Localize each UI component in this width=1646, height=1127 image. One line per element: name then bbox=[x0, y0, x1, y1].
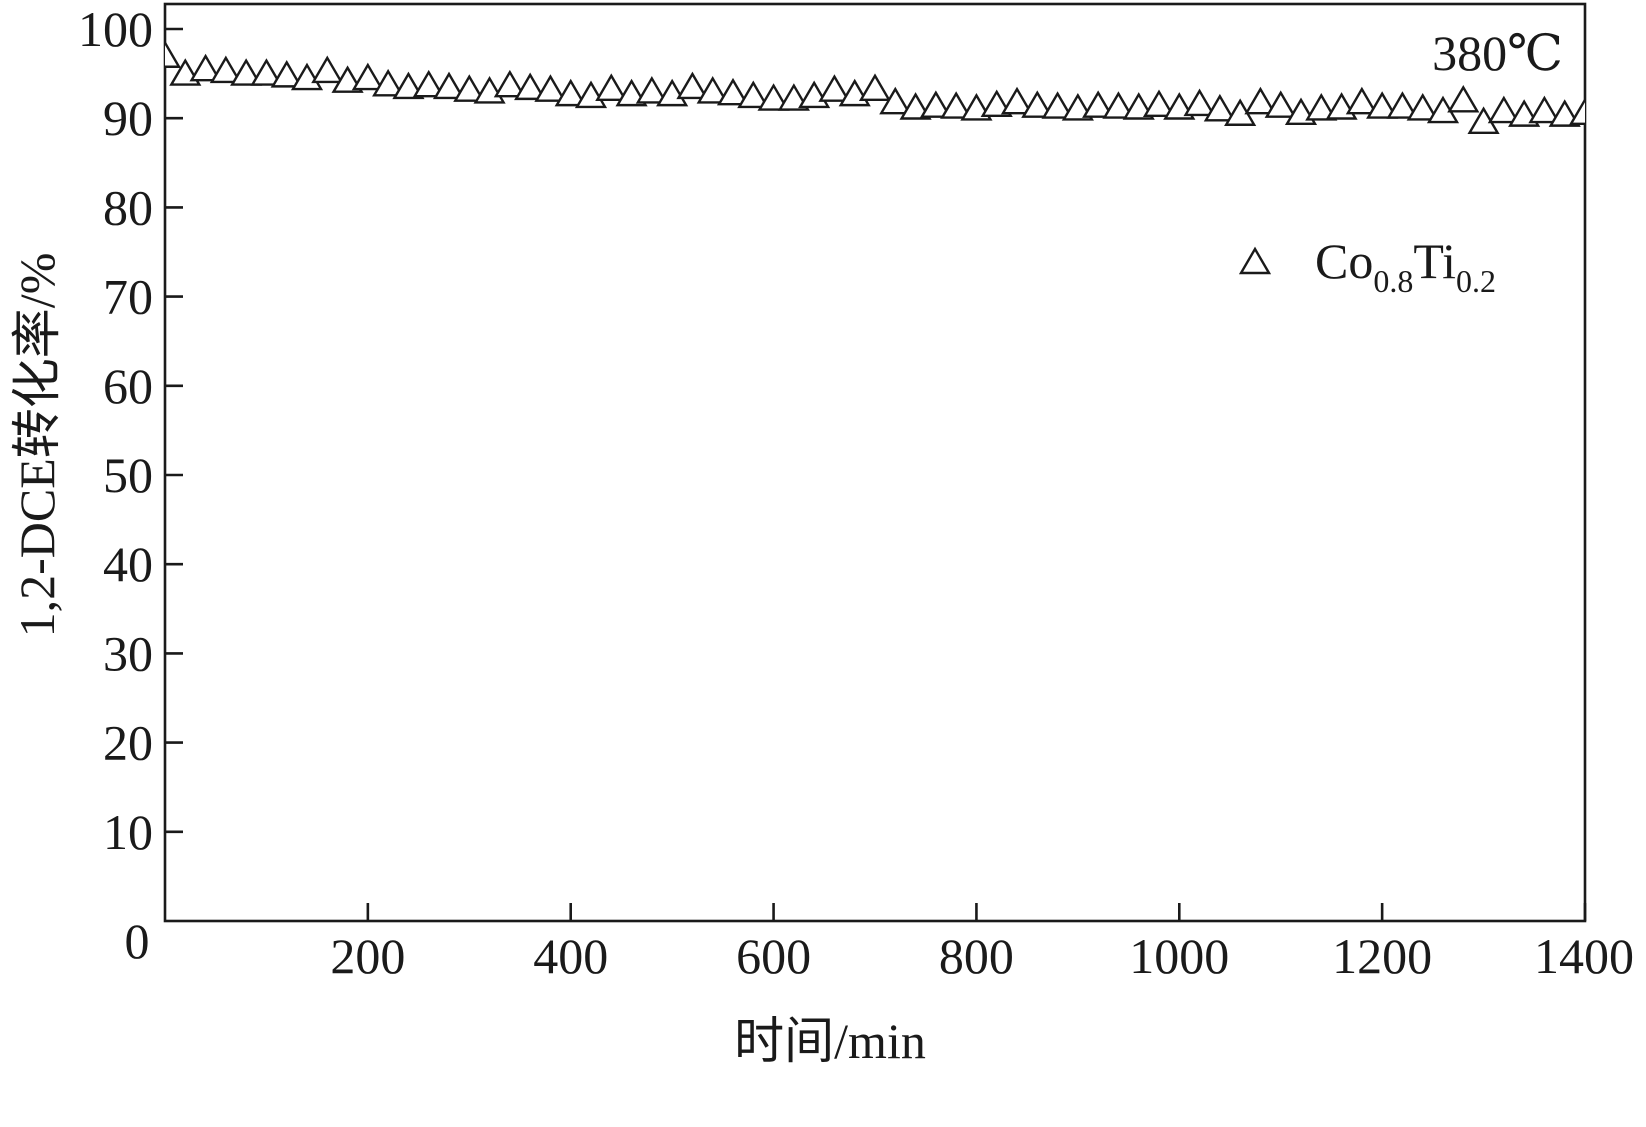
data-point bbox=[432, 71, 466, 100]
data-point bbox=[1386, 91, 1419, 119]
data-point bbox=[1000, 86, 1034, 115]
data-point bbox=[311, 55, 344, 84]
y-tick-label: 90 bbox=[103, 90, 153, 146]
data-point bbox=[1244, 86, 1277, 115]
data-point bbox=[899, 92, 932, 120]
x-tick-label: 1000 bbox=[1129, 928, 1229, 984]
x-tick-label: 800 bbox=[939, 928, 1014, 984]
data-point bbox=[554, 78, 587, 107]
data-point bbox=[165, 40, 182, 68]
data-point bbox=[493, 69, 526, 98]
data-point bbox=[1487, 95, 1520, 124]
data-point bbox=[879, 86, 912, 115]
y-axis-ticks bbox=[165, 27, 183, 834]
x-axis-tick-labels: 200 400 600 800 1000 1200 1400 bbox=[330, 928, 1634, 984]
data-point bbox=[1305, 93, 1338, 121]
data-point bbox=[270, 60, 303, 88]
data-point bbox=[716, 77, 750, 106]
data-point bbox=[676, 71, 709, 100]
annotation-temperature: 380℃ bbox=[1432, 25, 1563, 81]
data-point bbox=[1568, 97, 1585, 126]
data-point bbox=[1102, 91, 1135, 119]
data-point bbox=[818, 74, 851, 102]
data-point bbox=[1041, 91, 1074, 119]
data-point bbox=[189, 53, 222, 82]
legend: Co0.8Ti0.2 bbox=[1238, 233, 1496, 299]
y-tick-label: 20 bbox=[103, 715, 153, 771]
data-point bbox=[514, 72, 547, 101]
data-point bbox=[534, 74, 567, 102]
legend-marker-triangle-icon bbox=[1238, 246, 1272, 275]
data-point bbox=[1264, 90, 1297, 118]
data-point bbox=[1142, 89, 1176, 118]
y-tick-label: 100 bbox=[78, 1, 153, 57]
y-axis-label: 1,2-DCE转化率/% bbox=[9, 253, 65, 638]
data-series-co-ti bbox=[165, 40, 1585, 134]
data-point bbox=[1203, 93, 1236, 122]
data-point bbox=[1366, 91, 1399, 119]
data-point bbox=[635, 76, 668, 104]
y-tick-label: 80 bbox=[103, 179, 153, 235]
data-point bbox=[351, 62, 384, 91]
data-point bbox=[858, 73, 892, 101]
x-tick-label: 200 bbox=[330, 928, 405, 984]
data-point bbox=[209, 55, 242, 84]
data-point bbox=[1548, 99, 1581, 127]
x-tick-label: 1400 bbox=[1534, 928, 1634, 984]
y-tick-label: 30 bbox=[103, 625, 153, 681]
data-point bbox=[1021, 90, 1054, 118]
y-tick-label: 50 bbox=[103, 447, 153, 503]
data-point bbox=[737, 80, 770, 109]
data-point bbox=[595, 73, 628, 101]
data-point bbox=[372, 68, 405, 97]
x-axis-label: 时间/min bbox=[734, 1013, 926, 1069]
data-point bbox=[1345, 86, 1378, 115]
data-point bbox=[696, 76, 729, 104]
data-point bbox=[940, 91, 973, 119]
data-point bbox=[1082, 90, 1115, 118]
data-point bbox=[1406, 93, 1439, 121]
x-tick-label: 1200 bbox=[1332, 928, 1432, 984]
origin-label: 0 bbox=[125, 913, 150, 969]
data-point bbox=[453, 74, 486, 102]
data-point bbox=[1183, 88, 1216, 117]
x-tick-label: 600 bbox=[736, 928, 811, 984]
x-tick-label: 400 bbox=[533, 928, 608, 984]
y-tick-label: 40 bbox=[103, 536, 153, 592]
data-point bbox=[230, 58, 263, 86]
data-point bbox=[412, 69, 445, 98]
x-axis-ticks bbox=[366, 903, 1587, 921]
data-point bbox=[250, 58, 283, 86]
y-tick-label: 70 bbox=[103, 269, 153, 325]
plot-frame bbox=[163, 2, 1587, 923]
y-tick-label: 60 bbox=[103, 358, 153, 414]
data-point bbox=[919, 90, 952, 118]
y-tick-label: 10 bbox=[103, 804, 153, 860]
data-point bbox=[392, 71, 425, 100]
legend-label: Co0.8Ti0.2 bbox=[1315, 233, 1496, 299]
y-axis-tick-labels: 10 20 30 40 50 60 70 80 90 100 bbox=[78, 1, 153, 860]
data-point bbox=[1528, 95, 1561, 124]
data-point bbox=[757, 83, 790, 111]
data-point bbox=[1447, 84, 1480, 113]
